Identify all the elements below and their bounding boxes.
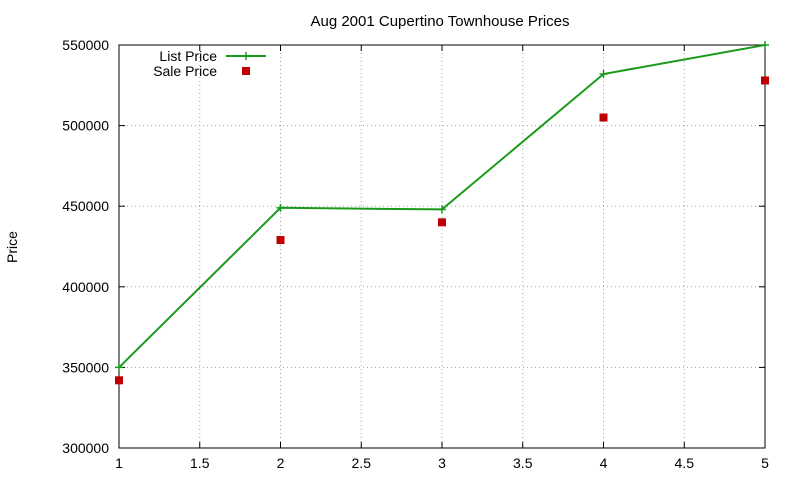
sale-price-point	[276, 236, 285, 245]
y-tick-label: 350000	[62, 359, 109, 375]
x-tick-label: 1.5	[190, 455, 210, 471]
y-tick-label: 450000	[62, 198, 109, 214]
grid-lines	[119, 45, 765, 448]
y-tick-label: 400000	[62, 279, 109, 295]
sale-price-point	[761, 76, 769, 85]
list-price-point	[761, 41, 769, 49]
sale-price-point	[115, 376, 123, 385]
x-tick-label: 1	[115, 455, 123, 471]
sale-price-point	[599, 113, 608, 122]
y-axis-label: Price	[4, 231, 20, 263]
axis-ticks: 1 1.5 2 2.5 3 3.5 4 4.5 5 300000 350000 400000 45000…	[62, 37, 769, 471]
list-price-point	[276, 203, 285, 212]
legend-square-swatch	[242, 67, 250, 75]
x-tick-label: 4.5	[675, 455, 695, 471]
list-price-point	[599, 70, 608, 79]
x-tick-label: 4	[600, 455, 608, 471]
x-tick-label: 3.5	[513, 455, 533, 471]
y-tick-label: 500000	[62, 118, 109, 134]
plot-frame	[118, 44, 766, 449]
legend-label: List Price	[159, 48, 217, 64]
y-tick-label: 550000	[62, 37, 109, 53]
x-tick-label: 2.5	[352, 455, 372, 471]
legend-plus-swatch	[242, 52, 250, 60]
series-layer	[115, 41, 769, 385]
list-price-point	[115, 363, 123, 372]
list-price-point	[438, 205, 446, 214]
legend-label: Sale Price	[153, 63, 217, 79]
x-tick-label: 3	[438, 455, 446, 471]
chart-title: Aug 2001 Cupertino Townhouse Prices	[310, 13, 569, 30]
sale-price-point	[438, 218, 446, 227]
x-tick-label: 5	[761, 455, 769, 471]
y-tick-label: 300000	[62, 440, 109, 456]
x-tick-label: 2	[277, 455, 285, 471]
